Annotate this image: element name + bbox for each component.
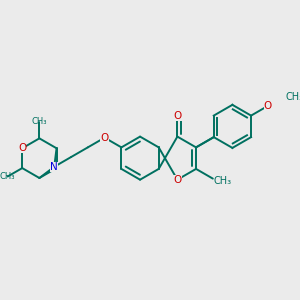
Text: O: O (264, 101, 272, 111)
Text: O: O (100, 133, 109, 143)
Text: O: O (173, 111, 181, 121)
Text: O: O (18, 143, 26, 153)
Text: CH₃: CH₃ (32, 117, 47, 126)
Text: N: N (50, 162, 58, 172)
Text: CH₃: CH₃ (285, 92, 300, 102)
Text: CH₃: CH₃ (214, 176, 232, 186)
Text: O: O (173, 175, 181, 185)
Text: CH₃: CH₃ (0, 172, 15, 181)
